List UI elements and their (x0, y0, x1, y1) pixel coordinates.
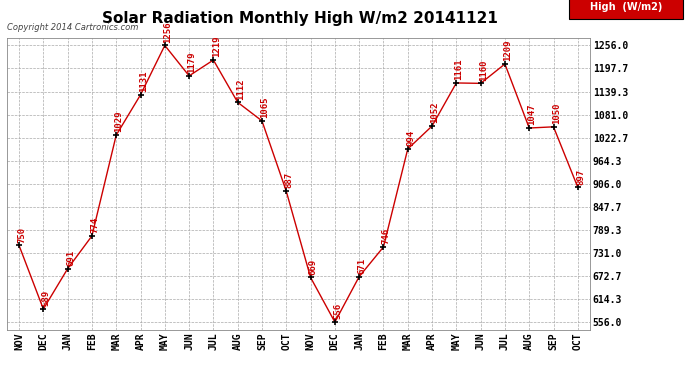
Text: 994: 994 (406, 130, 415, 146)
Text: 1131: 1131 (139, 70, 148, 92)
Text: 1209: 1209 (503, 40, 512, 61)
Text: 750: 750 (17, 226, 26, 243)
Text: 1052: 1052 (431, 102, 440, 123)
Text: 746: 746 (382, 228, 391, 244)
Text: 1112: 1112 (236, 78, 245, 99)
Text: Copyright 2014 Cartronics.com: Copyright 2014 Cartronics.com (7, 22, 138, 32)
Text: 1065: 1065 (260, 97, 269, 118)
Text: 887: 887 (284, 172, 293, 189)
Text: 1029: 1029 (115, 111, 124, 132)
Text: 1256: 1256 (163, 21, 172, 43)
Text: 589: 589 (41, 290, 50, 306)
Text: 691: 691 (66, 250, 75, 266)
Text: 1050: 1050 (552, 102, 561, 124)
Text: High  (W/m2): High (W/m2) (590, 2, 662, 12)
Text: 1160: 1160 (479, 59, 488, 81)
Text: 671: 671 (357, 258, 366, 274)
Text: 774: 774 (90, 217, 99, 233)
Text: 1219: 1219 (212, 36, 221, 57)
Text: 897: 897 (576, 168, 585, 184)
Text: 1179: 1179 (188, 52, 197, 73)
Text: 556: 556 (333, 303, 342, 320)
Text: 669: 669 (309, 258, 318, 274)
Text: 1047: 1047 (527, 104, 537, 125)
Text: 1161: 1161 (455, 58, 464, 80)
Text: Solar Radiation Monthly High W/m2 20141121: Solar Radiation Monthly High W/m2 201411… (102, 11, 498, 26)
